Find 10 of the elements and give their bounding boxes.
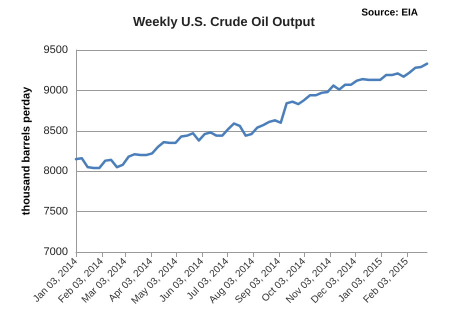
y-tick-label: 7500 [44,206,68,218]
y-axis-title: thousand barrels perday [20,86,32,216]
line-series [74,62,428,170]
chart-title: Weekly U.S. Crude Oil Output [133,14,316,29]
y-tick-label: 7000 [44,246,68,258]
source-note: Source: EIA [361,8,418,18]
y-tick-label: 9500 [44,44,68,56]
y-tick-label: 9000 [44,84,68,96]
y-tick-label: 8500 [44,124,68,137]
y-tick-label: 8000 [44,165,68,178]
